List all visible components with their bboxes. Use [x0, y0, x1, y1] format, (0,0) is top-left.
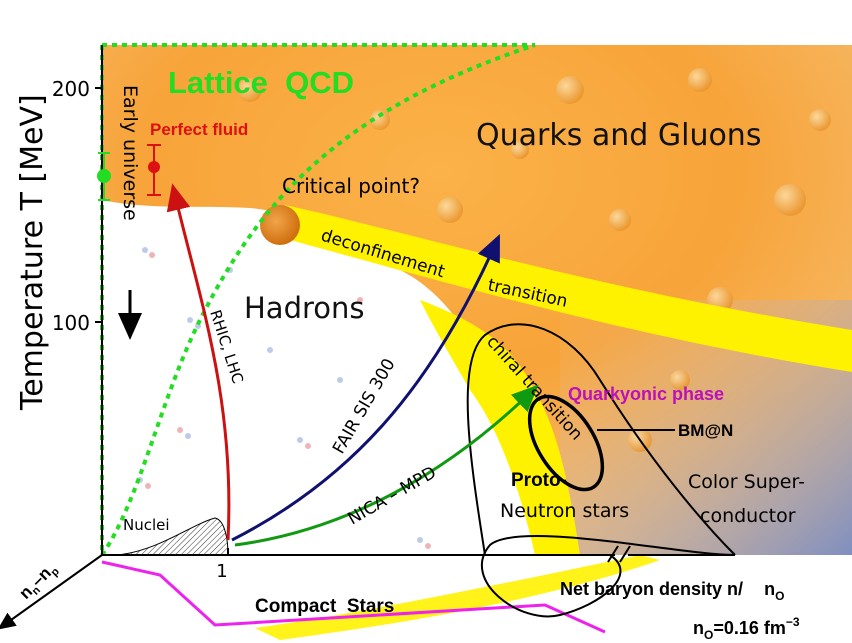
deconfinement-band — [285, 205, 852, 372]
fair-sis300-arrow — [231, 234, 500, 542]
proto-label: Proto- — [511, 470, 567, 491]
x-tick-label-1: 1 — [216, 561, 227, 582]
lattice-boundary — [100, 43, 536, 562]
hadron-region — [102, 200, 540, 555]
x-axis-label: Net baryon density n/ nO — [560, 579, 784, 603]
bmn-label: BM@N — [678, 421, 733, 440]
neutron-stars-label: Neutron stars — [500, 500, 629, 522]
quark-bubbles — [238, 68, 831, 452]
color-superconductor-label-1: Color Super- — [688, 471, 805, 493]
neutron-star-loop — [481, 535, 736, 618]
y-axis-label: Temperature T [MeV] — [15, 94, 50, 411]
n0-definition: nO=0.16 fm−3 — [693, 615, 800, 642]
axis-break-1 — [607, 545, 619, 563]
lattice-qcd-label: Lattice QCD — [168, 65, 354, 100]
nica-mpd-arrow — [234, 384, 539, 547]
isospin-axis-label: nn–np — [15, 558, 62, 605]
perfect-fluid-label: Perfect fluid — [150, 120, 248, 139]
qgp-label: Quarks and Gluons — [476, 118, 761, 153]
chiral-band — [420, 300, 580, 555]
critical-point-marker — [260, 205, 300, 245]
hadrons-label: Hadrons — [244, 291, 365, 325]
quarkyonic-label: Quarkyonic phase — [568, 384, 724, 404]
compact-stars-band — [255, 555, 660, 640]
rhic-lhc-arrow — [166, 183, 231, 541]
nuclei-region — [117, 517, 229, 556]
quarkyonic-boundary — [466, 323, 736, 556]
nuclei-label: Nuclei — [123, 516, 170, 534]
axis-break-2 — [619, 545, 631, 563]
early-universe-label: Early universe — [119, 85, 141, 221]
compact-stars-label: Compact Stars — [255, 596, 394, 617]
critical-point-label: Critical point? — [282, 174, 420, 198]
lattice-point — [97, 169, 111, 183]
y-tick-label-100: 100 — [52, 311, 90, 335]
isospin-axis — [0, 554, 103, 630]
y-tick-label-200: 200 — [52, 77, 90, 101]
hadron-particles — [137, 247, 431, 549]
color-superconductor-label-2: conductor — [700, 505, 796, 527]
perfect-fluid-point — [148, 161, 160, 173]
